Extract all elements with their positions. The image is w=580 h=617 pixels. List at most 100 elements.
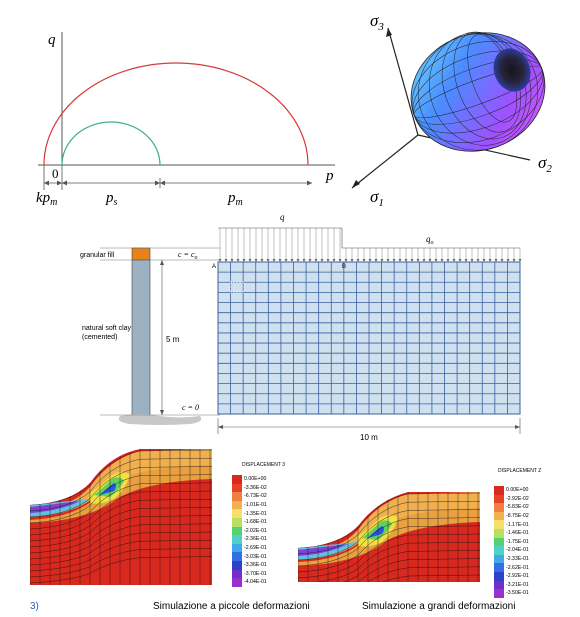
legend-swatch <box>494 563 504 572</box>
large-deformation-contour <box>298 492 480 582</box>
legend-entry: -1.46E-01 <box>494 528 574 538</box>
legend-swatch <box>494 486 504 495</box>
legend-swatch <box>494 589 504 598</box>
pq-yield-plot: q p 0 kpm ps pm <box>36 32 335 208</box>
c-top-label: c = co <box>178 250 198 261</box>
legend-entry: -1.68E-01 <box>232 517 312 527</box>
legend-swatch <box>494 494 504 504</box>
granular-fill-layer <box>131 247 151 261</box>
legend-entry: -1.35E-01 <box>232 509 312 518</box>
legend-entry: -2.02E-01 <box>232 526 312 536</box>
legend-value: 0.00E+00 <box>244 476 267 483</box>
legend-entry: -2.62E-01 <box>494 563 574 572</box>
legend-swatch <box>232 492 242 501</box>
contour-field-right <box>298 492 480 582</box>
legend-entry: -1.17E-01 <box>494 520 574 529</box>
point-b-label: B <box>342 264 346 270</box>
clay-label-line1: natural soft clay <box>82 325 132 332</box>
legend-entry: -2.69E-01 <box>232 543 312 553</box>
legend-value: -6.73E-02 <box>244 493 267 500</box>
yield-surface-3d <box>410 31 546 152</box>
figure-number: 3) <box>30 601 39 612</box>
legend-right-title: DISPLACEMENT Z <box>498 468 542 474</box>
small-deformation-contour <box>30 449 212 585</box>
legend-value: -1.01E-01 <box>244 502 267 509</box>
legend-left: DISPLACEMENT 3 0.00E+00 -3.36E-02 -6.73E-0… <box>232 462 312 587</box>
legend-swatch <box>494 571 504 581</box>
legend-entry: -3.03E-01 <box>232 552 312 561</box>
legend-value: -2.36E-01 <box>244 536 267 543</box>
embankment-model-diagram: granular fill c = co natural soft clay (… <box>80 212 522 442</box>
load-q0-label: qo <box>426 234 434 246</box>
legend-swatch <box>232 543 242 553</box>
legend-entry: -2.92E-01 <box>494 571 574 581</box>
legend-entry: -5.83E-02 <box>494 503 574 512</box>
legend-value: -1.35E-01 <box>244 510 267 517</box>
caption-large-deformation: Simulazione a grandi deformazioni <box>362 601 516 612</box>
legend-swatch <box>494 554 504 564</box>
legend-entry: -1.75E-01 <box>494 537 574 547</box>
legend-entry: -3.50E-01 <box>494 589 574 598</box>
legend-swatch <box>232 526 242 536</box>
sigma3-label: σ3 <box>370 11 384 33</box>
legend-value: -3.21E-01 <box>506 581 529 588</box>
legend-swatch <box>232 517 242 527</box>
soft-clay-column <box>131 259 151 416</box>
legend-swatch <box>494 528 504 538</box>
clay-label-line2: (cemented) <box>82 334 117 341</box>
legend-entry: -2.33E-01 <box>494 554 574 564</box>
width-label: 10 m <box>360 433 378 442</box>
q-axis-label: q <box>48 32 56 48</box>
legend-value: -2.04E-01 <box>506 547 529 554</box>
legend-value: -1.46E-01 <box>506 530 529 537</box>
p-axis-label: p <box>325 168 334 184</box>
legend-entry: -3.21E-01 <box>494 580 574 590</box>
legend-swatch <box>232 552 242 561</box>
contour-field-left <box>30 449 212 585</box>
pm-label: pm <box>227 190 243 208</box>
legend-swatch <box>232 560 242 570</box>
sigma1-axis <box>351 134 419 189</box>
inner-yield-curve <box>61 121 161 166</box>
legend-value: -2.02E-01 <box>244 527 267 534</box>
point-a-label: A <box>212 264 216 270</box>
legend-value: -3.36E-02 <box>244 484 267 491</box>
legend-value: -1.17E-01 <box>506 521 529 528</box>
legend-entry: -2.04E-01 <box>494 546 574 555</box>
finite-element-mesh <box>217 261 521 415</box>
legend-value: 0.00E+00 <box>506 487 529 494</box>
legend-value: -2.62E-01 <box>506 564 529 571</box>
c-bottom-label: c = 0 <box>182 403 199 412</box>
legend-entry: 0.00E+00 <box>494 486 574 495</box>
legend-swatch <box>494 520 504 529</box>
outer-yield-curve <box>43 62 309 166</box>
legend-swatch <box>494 503 504 512</box>
legend-value: -1.75E-01 <box>506 538 529 545</box>
legend-value: -2.92E-01 <box>506 573 529 580</box>
legend-right-rows: 0.00E+00 -2.92E-02 -5.83E-02 -8.75E-02 -1.17… <box>494 486 574 598</box>
legend-value: -3.36E-01 <box>244 562 267 569</box>
legend-value: -8.75E-02 <box>506 513 529 520</box>
legend-entry: -3.36E-02 <box>232 483 312 493</box>
sigma3-axis <box>387 27 419 136</box>
kpm-label: kpm <box>36 190 57 208</box>
legend-swatch <box>494 546 504 555</box>
legend-entry: -2.36E-01 <box>232 535 312 544</box>
legend-swatch <box>232 500 242 510</box>
load-q-label: q <box>280 212 285 222</box>
legend-value: -3.70E-01 <box>244 570 267 577</box>
legend-entry: -6.73E-02 <box>232 492 312 501</box>
legend-swatch <box>232 509 242 518</box>
legend-entry: 0.00E+00 <box>232 475 312 484</box>
sigma2-label: σ2 <box>538 153 552 175</box>
legend-swatch <box>494 580 504 590</box>
legend-value: -5.83E-02 <box>506 504 529 511</box>
legend-swatch <box>494 537 504 547</box>
legend-entry: -4.04E-01 <box>232 578 312 587</box>
deformed-mesh-right <box>298 492 480 582</box>
granular-fill-label: granular fill <box>80 252 115 259</box>
sigma1-label: σ1 <box>370 187 384 209</box>
legend-swatch <box>232 475 242 484</box>
caption-small-deformation: Simulazione a piccole deformazioni <box>153 601 310 612</box>
height-label: 5 m <box>166 335 180 344</box>
